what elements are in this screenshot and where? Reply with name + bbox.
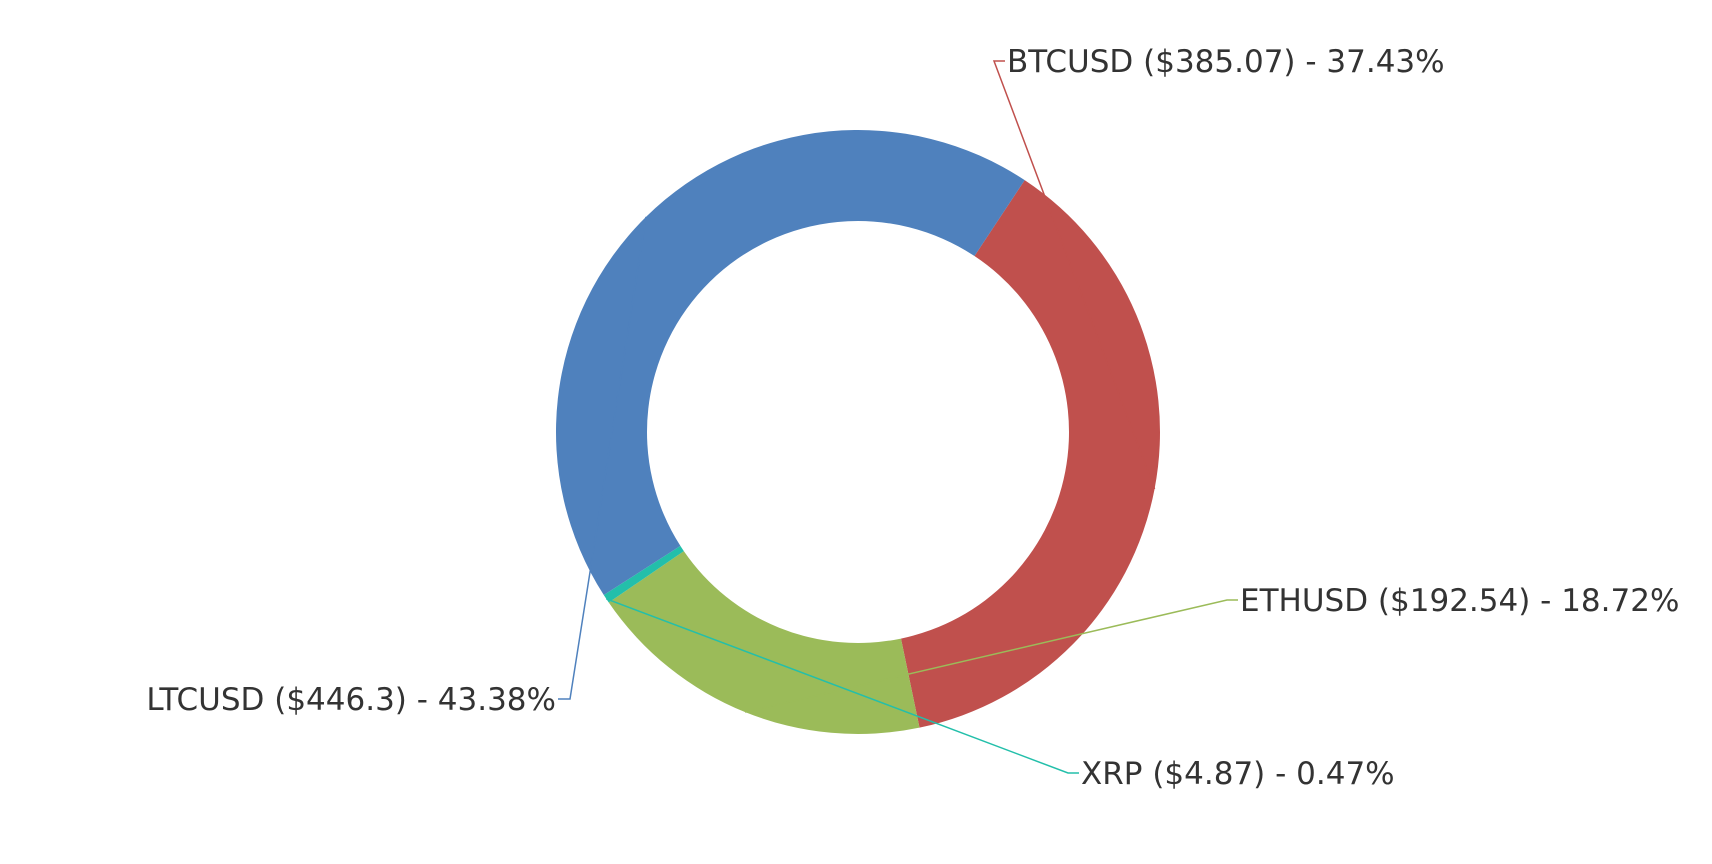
slice-xrp-arc <box>603 545 684 603</box>
slice-label-xrp: XRP ($4.87) - 0.47% <box>1081 756 1395 792</box>
slice-ltcusd-arc <box>556 130 1025 596</box>
leader-line-xrp <box>605 598 1079 774</box>
slice-btcusd <box>900 180 1160 728</box>
leader-line-ltcusd <box>558 216 647 700</box>
leader-line-btcusd <box>992 60 1156 490</box>
slice-label-ethusd: ETHUSD ($192.54) - 18.72% <box>1240 583 1679 619</box>
slice-label-btcusd: BTCUSD ($385.07) - 37.43% <box>1007 44 1445 80</box>
slice-xrp <box>603 545 684 603</box>
slice-btcusd-arc <box>900 180 1160 728</box>
slice-ethusd <box>608 551 920 734</box>
slice-label-ltcusd: LTCUSD ($446.3) - 43.38% <box>146 682 556 718</box>
slice-ethusd-arc <box>608 551 920 734</box>
slice-ltcusd <box>556 130 1025 596</box>
leader-line-ethusd <box>745 599 1238 713</box>
slices-layer <box>556 130 1160 734</box>
labels-layer: BTCUSD ($385.07) - 37.43% ETHUSD ($192.54… <box>146 44 1679 792</box>
